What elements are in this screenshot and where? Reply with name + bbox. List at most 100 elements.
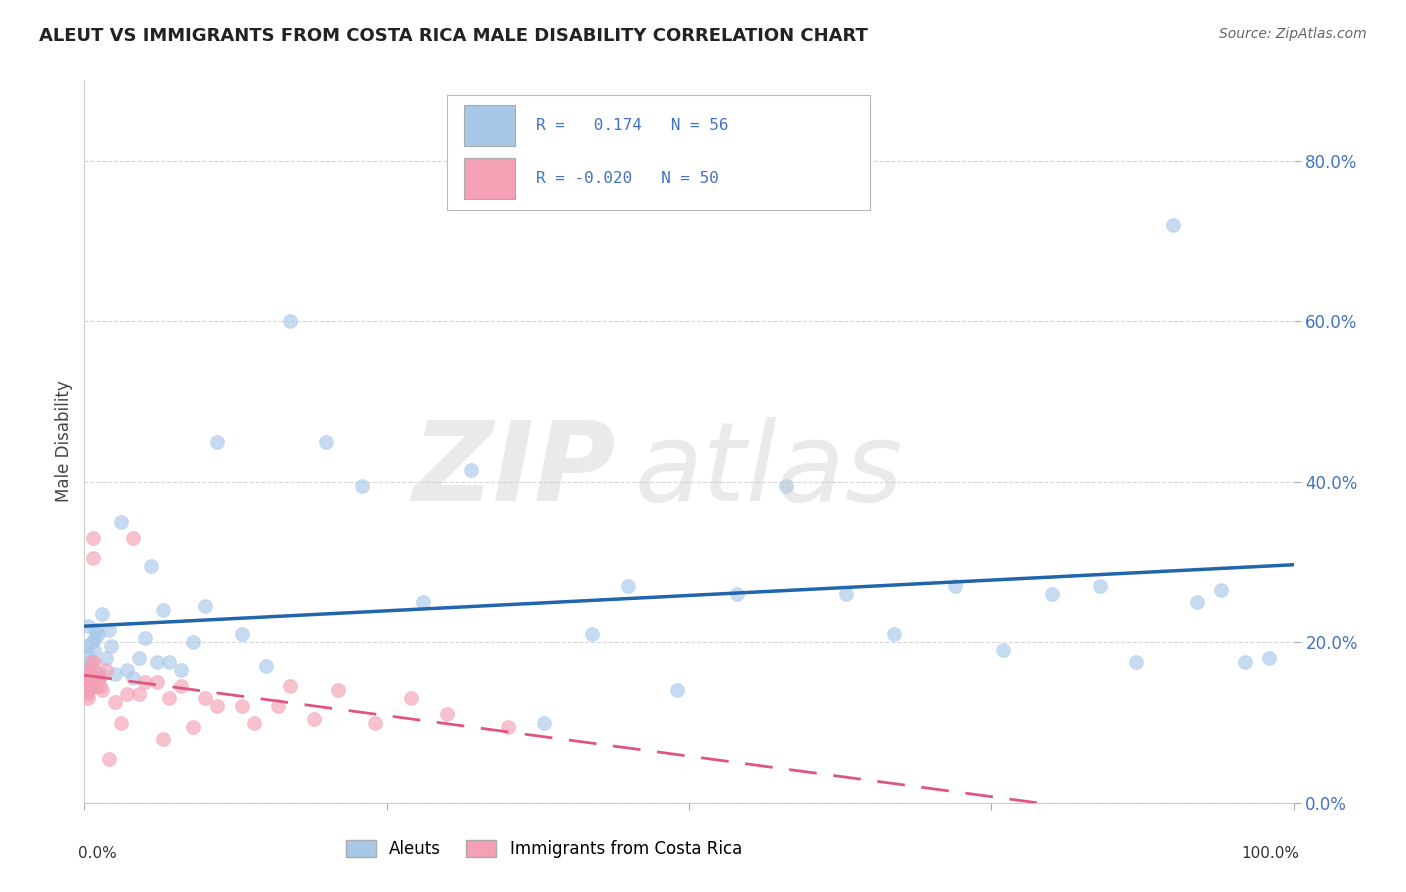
Text: Source: ZipAtlas.com: Source: ZipAtlas.com	[1219, 27, 1367, 41]
Point	[139, 558, 162, 574]
Point	[79, 655, 101, 669]
Point	[231, 699, 253, 714]
Point	[835, 587, 858, 601]
Point	[87, 671, 110, 685]
Point	[363, 715, 385, 730]
Point	[94, 664, 117, 678]
Point	[97, 751, 120, 765]
Point	[152, 603, 174, 617]
Point	[170, 680, 193, 694]
Point	[157, 691, 180, 706]
Point	[134, 675, 156, 690]
Point	[75, 683, 97, 698]
Point	[76, 675, 98, 690]
Point	[100, 639, 122, 653]
Point	[242, 715, 264, 730]
Point	[77, 671, 100, 685]
Point	[328, 683, 350, 698]
Point	[77, 664, 100, 678]
Point	[110, 715, 132, 730]
Point	[86, 680, 108, 694]
Point	[80, 635, 103, 649]
Point	[77, 619, 100, 633]
Point	[75, 680, 97, 694]
Point	[665, 683, 688, 698]
Point	[775, 478, 797, 492]
Point	[77, 675, 100, 690]
Point	[278, 314, 301, 328]
Point	[97, 623, 120, 637]
Legend: Aleuts, Immigrants from Costa Rica: Aleuts, Immigrants from Costa Rica	[337, 832, 751, 867]
Point	[496, 719, 519, 733]
Point	[77, 680, 100, 694]
Point	[1258, 651, 1281, 665]
Point	[1040, 587, 1063, 601]
Point	[170, 664, 193, 678]
Point	[1125, 655, 1147, 669]
Point	[76, 648, 98, 662]
Point	[89, 667, 111, 681]
Point	[883, 627, 905, 641]
Point	[87, 671, 110, 685]
Point	[315, 434, 337, 449]
Point	[436, 707, 458, 722]
Point	[254, 659, 277, 673]
Point	[77, 664, 100, 678]
Point	[115, 664, 138, 678]
Point	[128, 687, 150, 701]
Point	[181, 635, 204, 649]
Point	[75, 639, 97, 653]
Point	[146, 675, 169, 690]
Point	[76, 687, 98, 701]
Point	[1161, 218, 1184, 232]
Point	[75, 671, 97, 685]
Point	[617, 579, 640, 593]
Point	[993, 643, 1015, 657]
Point	[181, 719, 204, 733]
Point	[581, 627, 603, 641]
Point	[533, 715, 555, 730]
Point	[104, 696, 127, 710]
Point	[91, 607, 114, 621]
Point	[1185, 595, 1208, 609]
Point	[80, 655, 103, 669]
Point	[157, 655, 180, 669]
Point	[86, 623, 108, 637]
Point	[83, 655, 105, 669]
Text: atlas: atlas	[634, 417, 903, 524]
Point	[77, 691, 100, 706]
Point	[86, 627, 108, 641]
Point	[146, 655, 169, 669]
Point	[91, 683, 114, 698]
Point	[152, 731, 174, 746]
Point	[267, 699, 290, 714]
Text: 100.0%: 100.0%	[1241, 847, 1299, 861]
Point	[352, 478, 374, 492]
Point	[84, 680, 107, 694]
Point	[207, 699, 229, 714]
Point	[89, 680, 111, 694]
Point	[82, 680, 104, 694]
Point	[79, 667, 101, 681]
Point	[1234, 655, 1257, 669]
Point	[194, 691, 217, 706]
Point	[110, 515, 132, 529]
Text: ALEUT VS IMMIGRANTS FROM COSTA RICA MALE DISABILITY CORRELATION CHART: ALEUT VS IMMIGRANTS FROM COSTA RICA MALE…	[39, 27, 869, 45]
Point	[76, 667, 98, 681]
Point	[412, 595, 434, 609]
Text: ZIP: ZIP	[413, 417, 616, 524]
Point	[1088, 579, 1111, 593]
Point	[83, 643, 105, 657]
Point	[79, 680, 101, 694]
Point	[943, 579, 966, 593]
Point	[77, 683, 100, 698]
Point	[725, 587, 748, 601]
Point	[460, 462, 482, 476]
Point	[134, 632, 156, 646]
Point	[84, 632, 107, 646]
Text: 0.0%: 0.0%	[79, 847, 117, 861]
Point	[115, 687, 138, 701]
Y-axis label: Male Disability: Male Disability	[55, 381, 73, 502]
Point	[231, 627, 253, 641]
Point	[80, 671, 103, 685]
